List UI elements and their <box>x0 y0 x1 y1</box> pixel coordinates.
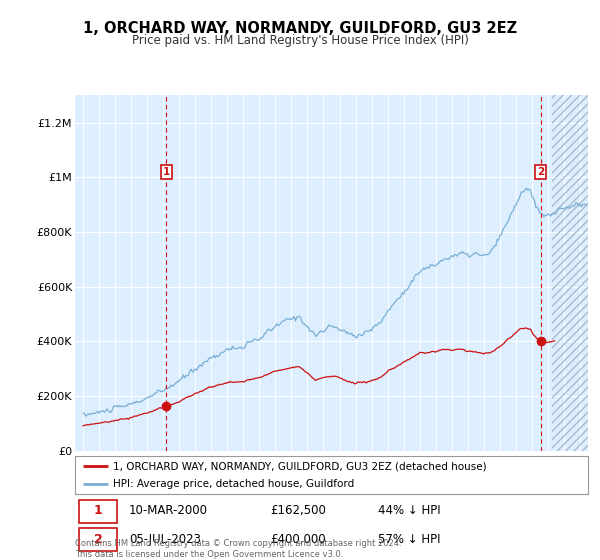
Text: 05-JUL-2023: 05-JUL-2023 <box>129 533 201 545</box>
Text: £400,000: £400,000 <box>270 533 326 545</box>
Text: 2: 2 <box>94 533 103 545</box>
Text: 1: 1 <box>163 167 170 177</box>
FancyBboxPatch shape <box>79 500 117 522</box>
Bar <box>552 95 588 451</box>
Text: 57% ↓ HPI: 57% ↓ HPI <box>377 533 440 545</box>
Bar <box>552 95 588 451</box>
Text: 1, ORCHARD WAY, NORMANDY, GUILDFORD, GU3 2EZ: 1, ORCHARD WAY, NORMANDY, GUILDFORD, GU3… <box>83 21 517 36</box>
Text: £162,500: £162,500 <box>270 504 326 517</box>
Text: 10-MAR-2000: 10-MAR-2000 <box>129 504 208 517</box>
Text: 1: 1 <box>94 504 103 517</box>
FancyBboxPatch shape <box>79 528 117 551</box>
Text: 1, ORCHARD WAY, NORMANDY, GUILDFORD, GU3 2EZ (detached house): 1, ORCHARD WAY, NORMANDY, GUILDFORD, GU3… <box>113 461 487 471</box>
Text: Contains HM Land Registry data © Crown copyright and database right 2024.
This d: Contains HM Land Registry data © Crown c… <box>75 539 401 559</box>
Text: HPI: Average price, detached house, Guildford: HPI: Average price, detached house, Guil… <box>113 479 355 489</box>
Text: 44% ↓ HPI: 44% ↓ HPI <box>377 504 440 517</box>
Text: 2: 2 <box>537 167 544 177</box>
Text: Price paid vs. HM Land Registry's House Price Index (HPI): Price paid vs. HM Land Registry's House … <box>131 34 469 46</box>
